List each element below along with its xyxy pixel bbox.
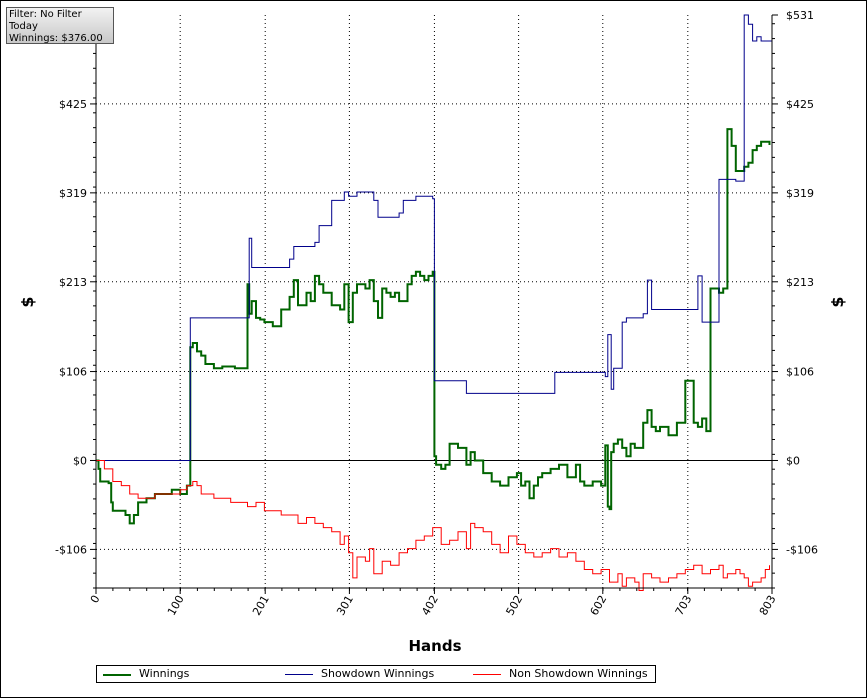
y-tick-label-left: $319 xyxy=(59,187,87,200)
y-tick-label-left: $0 xyxy=(73,454,87,467)
y-tick-label-right: $106 xyxy=(786,366,814,379)
y-tick-label-right: -$106 xyxy=(786,543,818,556)
y-tick-label-right: $531 xyxy=(786,9,814,22)
legend: Winnings Showdown Winnings Non Showdown … xyxy=(96,665,656,683)
y-tick-label-right: $425 xyxy=(786,98,814,111)
x-tick-label: 402 xyxy=(419,593,441,618)
series-line-showdown-winnings xyxy=(96,14,772,461)
tick-labels: -$106 -$106 $0 $0 $106 $106 $213 $213 $319 $319 $4… xyxy=(55,9,818,618)
axes xyxy=(90,14,778,594)
x-tick-label: 301 xyxy=(334,593,356,618)
series-line-winnings xyxy=(96,128,771,525)
winnings-total-label: Winnings: $376.00 xyxy=(9,33,103,44)
filter-info-panel: Filter: No Filter Today Winnings: $376.0… xyxy=(6,7,114,44)
grid-lines xyxy=(96,15,772,588)
x-tick-label: 602 xyxy=(588,593,610,618)
x-tick-label: 502 xyxy=(503,593,525,618)
y-tick-label-left: $213 xyxy=(59,276,87,289)
legend-swatch-winnings xyxy=(103,674,131,676)
period-label: Today xyxy=(9,21,38,32)
filter-label: Filter: No Filter xyxy=(9,9,82,20)
x-tick-label: 201 xyxy=(250,593,272,618)
series-lines xyxy=(96,14,772,591)
x-tick-label: 100 xyxy=(165,593,187,618)
legend-swatch-non-showdown xyxy=(473,674,501,675)
y-tick-label-left: $425 xyxy=(59,98,87,111)
x-tick-label: 0 xyxy=(88,593,103,606)
y-tick-label-right: $0 xyxy=(786,454,800,467)
x-axis-title: Hands xyxy=(408,637,462,655)
legend-label-winnings: Winnings xyxy=(139,667,190,680)
legend-label-showdown: Showdown Winnings xyxy=(321,667,435,680)
legend-label-non-showdown: Non Showdown Winnings xyxy=(509,667,648,680)
legend-swatch-showdown xyxy=(285,674,313,675)
y-axis-title-left: $ xyxy=(18,296,37,308)
x-tick-label: 803 xyxy=(757,593,779,618)
y-tick-label-right: $213 xyxy=(786,276,814,289)
y-tick-label-right: $319 xyxy=(786,187,814,200)
y-tick-label-left: $106 xyxy=(59,366,87,379)
x-tick-label: 703 xyxy=(673,593,695,618)
y-axis-title-right: $ xyxy=(828,296,847,308)
series-line-non-showdown-winnings xyxy=(96,460,770,591)
y-tick-label-left: -$106 xyxy=(55,543,87,556)
